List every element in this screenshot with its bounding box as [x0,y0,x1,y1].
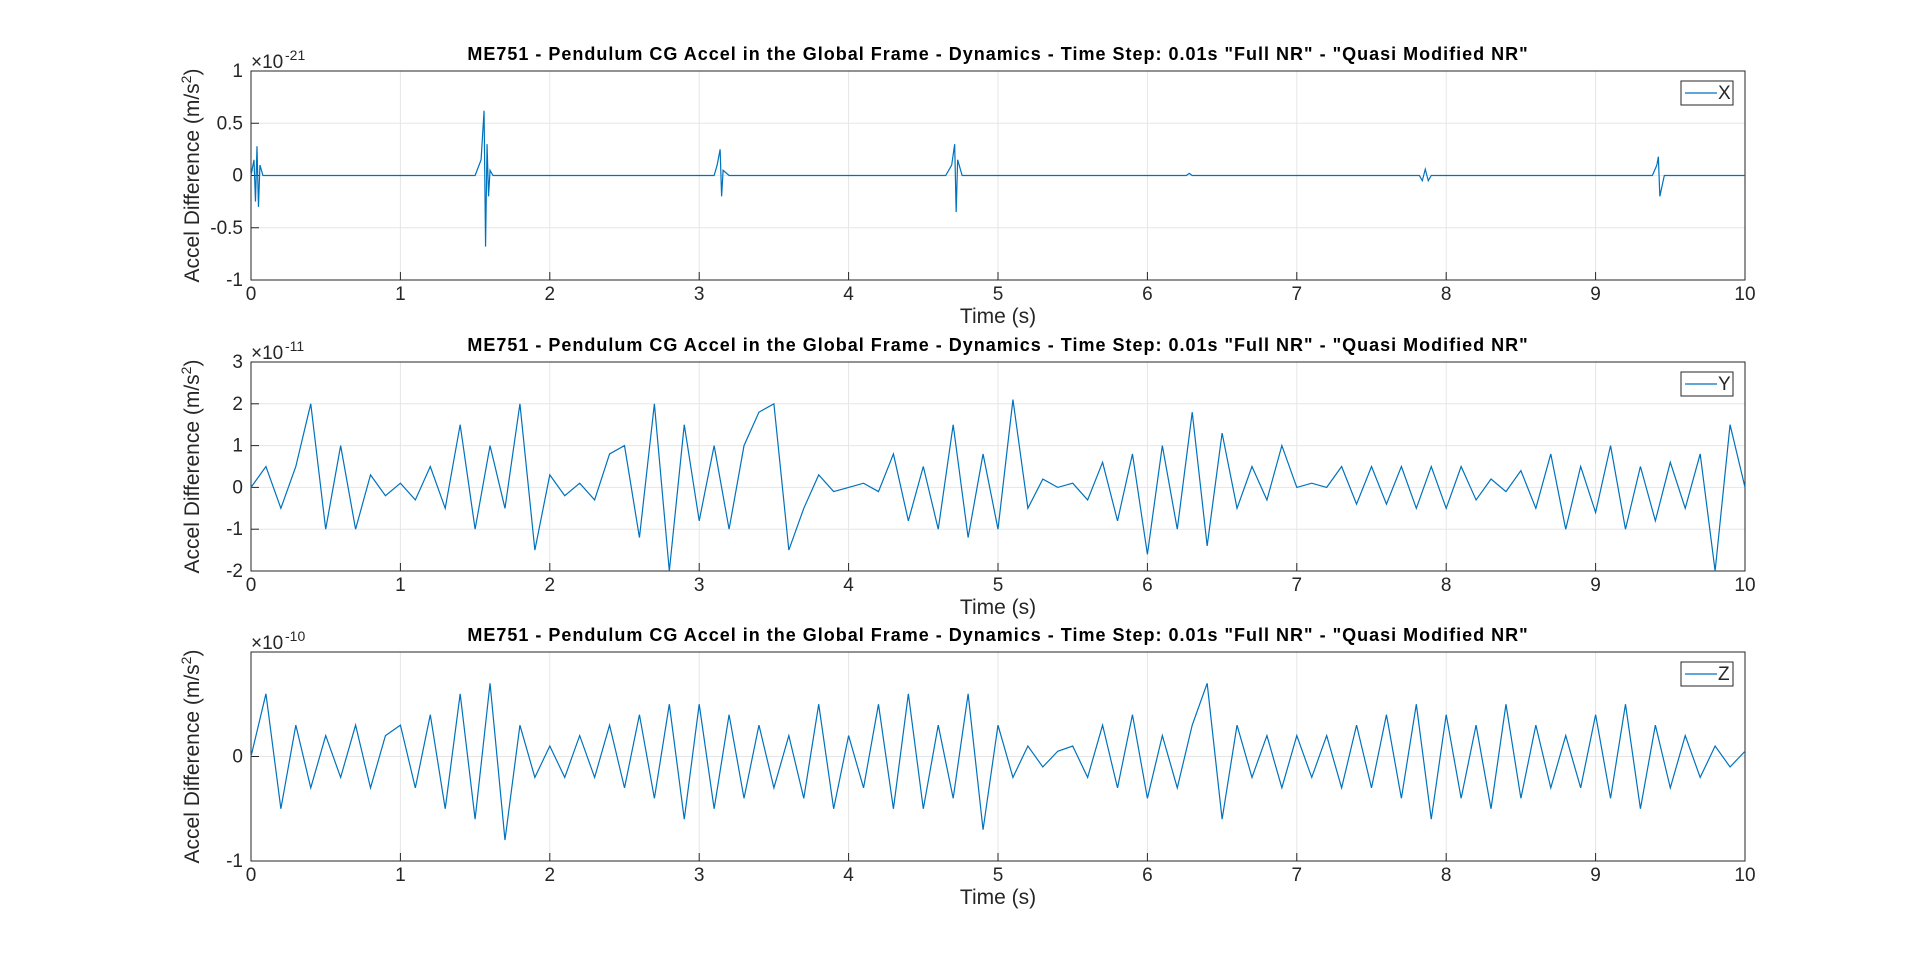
y-tick-label: 0 [232,166,243,187]
x-tick-label: 8 [1441,284,1452,305]
x-tick-label: 6 [1142,284,1153,305]
y-tick-label: -1 [226,851,243,872]
x-tick-label: 2 [545,284,556,305]
y-axis-label-sup: 2 [178,366,194,374]
x-tick-label: 9 [1590,865,1601,886]
y-tick-label: 2 [232,394,243,415]
x-tick-label: 1 [395,575,406,596]
y-tick-label: -2 [226,561,243,582]
x-tick-label: 0 [246,575,257,596]
y-tick-label: -0.5 [210,218,243,239]
exponent: -11 [285,338,304,354]
legend-label: Z [1718,664,1730,685]
x-axis-label: Time (s) [960,305,1036,328]
y-tick-label: -1 [226,519,243,540]
x-tick-label: 7 [1292,284,1303,305]
y-axis-label-end: ) [181,69,204,76]
x-tick-label: 3 [694,284,705,305]
x-tick-label: 9 [1590,284,1601,305]
legend-label: Y [1718,374,1731,395]
x-tick-label: 2 [545,575,556,596]
y-axis-label: Accel Difference (m/s2) [178,650,204,864]
y-axis-label: Accel Difference (m/s2) [178,360,204,574]
y-tick-label: 1 [232,436,243,457]
exponent: -21 [285,47,305,63]
chart-title: ME751 - Pendulum CG Accel in the Global … [467,44,1528,64]
y-tick-label: -1 [226,270,243,291]
x-tick-label: 10 [1734,865,1755,886]
y-axis-label-end: ) [181,650,204,657]
y-axis-label-sup: 2 [178,656,194,664]
x-tick-label: 3 [694,575,705,596]
x-tick-label: 5 [993,575,1004,596]
x-tick-label: 10 [1734,284,1755,305]
exponent-base: ×10 [251,633,283,654]
y-tick-label: 0.5 [217,113,243,134]
chart-title: ME751 - Pendulum CG Accel in the Global … [467,625,1528,645]
x-tick-label: 0 [246,865,257,886]
x-tick-label: 6 [1142,865,1153,886]
x-tick-label: 4 [843,284,854,305]
exponent-base: ×10 [251,52,283,73]
y-tick-label: 3 [232,352,243,373]
y-axis-label-text: Accel Difference (m/s [181,83,204,282]
x-tick-label: 8 [1441,865,1452,886]
y-axis-label-sup: 2 [178,75,194,83]
x-axis-label: Time (s) [960,886,1036,909]
y-tick-label: 1 [232,61,243,82]
x-tick-label: 8 [1441,575,1452,596]
x-tick-label: 1 [395,865,406,886]
x-tick-label: 7 [1292,865,1303,886]
y-axis-label-text: Accel Difference (m/s [181,664,204,863]
x-tick-label: 4 [843,575,854,596]
x-tick-label: 3 [694,865,705,886]
exponent-base: ×10 [251,343,283,364]
legend-label: X [1718,83,1731,104]
data-line [250,683,1746,841]
y-tick-label: 0 [232,477,243,498]
y-axis-label: Accel Difference (m/s2) [178,69,204,283]
x-tick-label: 5 [993,865,1004,886]
x-tick-label: 0 [246,284,257,305]
exponent: -10 [285,628,305,644]
y-axis-label-text: Accel Difference (m/s [181,374,204,573]
chart-title: ME751 - Pendulum CG Accel in the Global … [467,335,1528,355]
x-axis-label: Time (s) [960,596,1036,619]
x-tick-label: 6 [1142,575,1153,596]
data-line [250,399,1746,572]
x-tick-label: 10 [1734,575,1755,596]
x-tick-label: 7 [1292,575,1303,596]
x-tick-label: 2 [545,865,556,886]
axes-box [250,361,1746,572]
y-axis-label-end: ) [181,360,204,367]
data-line [250,110,1745,247]
y-tick-label: 0 [232,747,243,768]
x-tick-label: 4 [843,865,854,886]
x-tick-label: 5 [993,284,1004,305]
x-tick-label: 9 [1590,575,1601,596]
x-tick-label: 1 [395,284,406,305]
